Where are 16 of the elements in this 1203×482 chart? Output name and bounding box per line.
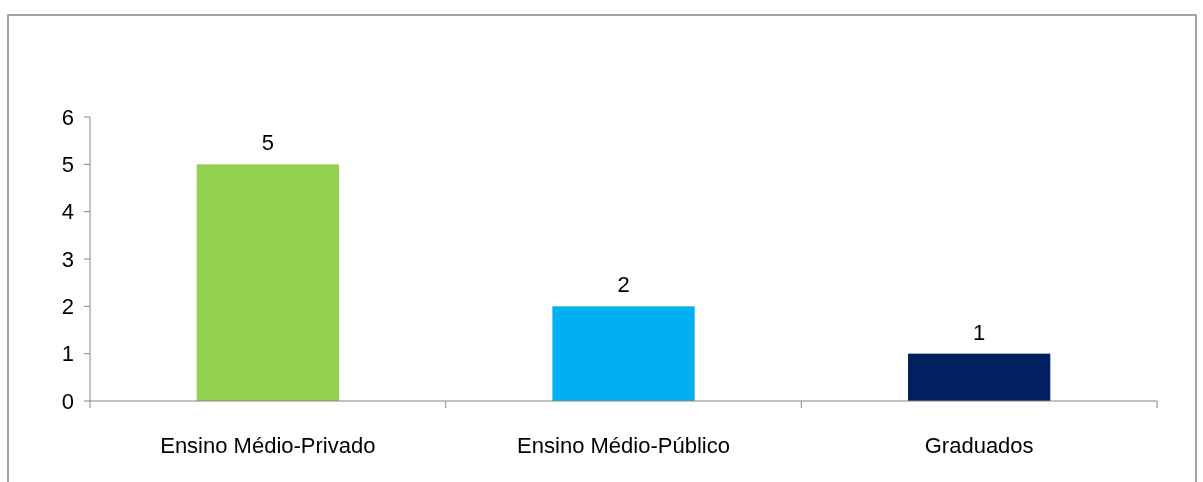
y-tick-label: 3 — [61, 246, 74, 272]
y-tick-label: 6 — [61, 104, 74, 130]
y-tick-label: 4 — [61, 199, 74, 225]
bar — [196, 164, 339, 401]
y-tick-label: 1 — [61, 341, 74, 367]
y-tick-label: 2 — [61, 294, 74, 320]
x-tick-label: Ensino Médio-Público — [517, 433, 730, 458]
bar — [908, 353, 1051, 401]
x-tick-label: Ensino Médio-Privado — [160, 433, 376, 458]
x-tick-label: Graduados — [924, 433, 1034, 458]
bar — [552, 306, 695, 401]
data-label: 1 — [973, 319, 986, 345]
y-tick-label: 0 — [61, 388, 74, 414]
y-tick-label: 5 — [61, 152, 74, 178]
data-label: 2 — [617, 272, 630, 298]
data-label: 5 — [261, 130, 274, 156]
